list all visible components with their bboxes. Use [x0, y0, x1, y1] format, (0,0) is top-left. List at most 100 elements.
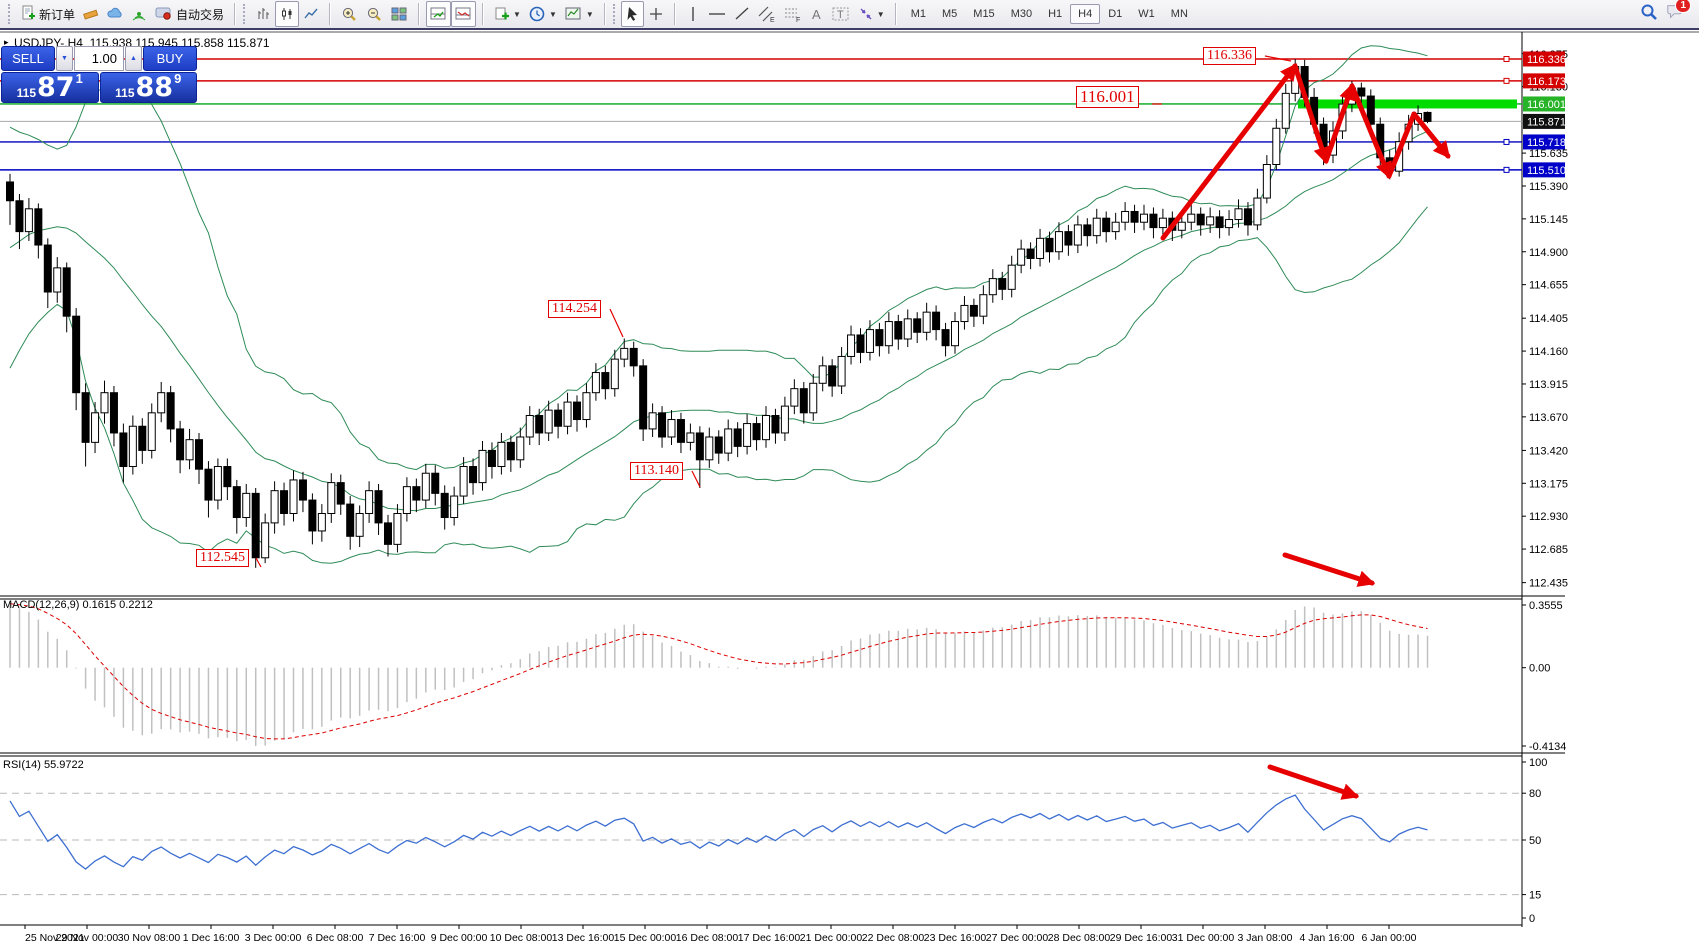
- data-window-button[interactable]: [426, 1, 452, 27]
- volume-down-button[interactable]: ▼: [56, 46, 73, 71]
- trend-arrow: [1160, 63, 1298, 241]
- main-price-panel: [0, 45, 1522, 568]
- svg-text:115.510: 115.510: [1527, 165, 1566, 177]
- svg-text:29 Dec 16:00: 29 Dec 16:00: [1110, 932, 1173, 944]
- timeframe-W1[interactable]: W1: [1138, 8, 1155, 20]
- text-tool[interactable]: A: [806, 1, 828, 27]
- sell-price-display[interactable]: 115 87 1: [1, 71, 99, 103]
- svg-text:7 Dec 16:00: 7 Dec 16:00: [369, 932, 426, 944]
- crayon-icon: [83, 5, 99, 24]
- timeframe-group: M1 M5 M15 M30 H1 H4 D1 W1 MN: [900, 0, 1199, 28]
- rsi-panel: 100 80 50 15 0: [0, 757, 1547, 925]
- publish-button[interactable]: [103, 1, 127, 27]
- svg-text:112.685: 112.685: [1529, 544, 1568, 556]
- volume-input[interactable]: 1.00: [74, 46, 124, 71]
- timeframe-MN[interactable]: MN: [1170, 8, 1188, 20]
- svg-text:113.175: 113.175: [1529, 478, 1568, 490]
- svg-text:50: 50: [1529, 835, 1541, 847]
- chart-canvas[interactable]: 116.375116.130115.635115.390115.145114.9…: [0, 30, 1699, 945]
- notification-badge: 1: [1675, 0, 1691, 13]
- timeframe-M15[interactable]: M15: [973, 8, 995, 20]
- svg-text:114.900: 114.900: [1529, 247, 1568, 259]
- fibonacci-tool[interactable]: F: [780, 1, 806, 27]
- annotation-label-116.001[interactable]: 116.001: [1076, 86, 1139, 108]
- period-button[interactable]: ▼: [525, 1, 561, 27]
- svg-text:113.670: 113.670: [1529, 412, 1568, 424]
- price-badge: [1523, 73, 1565, 89]
- green-zone-bar: [1298, 99, 1517, 109]
- add-indicator-button[interactable]: ▼: [490, 1, 525, 27]
- timeframe-M30[interactable]: M30: [1010, 8, 1033, 20]
- svg-text:112.930: 112.930: [1529, 511, 1568, 523]
- highlight-button[interactable]: [79, 1, 103, 27]
- timeframe-M5[interactable]: M5: [942, 8, 958, 20]
- svg-text:114.160: 114.160: [1529, 346, 1568, 358]
- new-order-label: 新订单: [39, 7, 76, 22]
- arrows-tool[interactable]: ▼: [854, 1, 889, 27]
- macd-panel: 0.3555 0.00 -0.4134: [9, 600, 1566, 753]
- svg-text:9 Dec 00:00: 9 Dec 00:00: [431, 932, 488, 944]
- chevron-down-icon: ▼: [585, 9, 594, 19]
- svg-text:80: 80: [1529, 788, 1541, 800]
- svg-text:30 Nov 08:00: 30 Nov 08:00: [118, 932, 181, 944]
- timeframe-H1[interactable]: H1: [1048, 8, 1063, 20]
- cloud-icon: [107, 5, 123, 24]
- svg-text:13 Dec 16:00: 13 Dec 16:00: [552, 932, 615, 944]
- horizontal-line-tool[interactable]: [704, 1, 730, 27]
- autotrading-label: 自动交易: [176, 7, 225, 22]
- zoom-out-button[interactable]: [362, 1, 387, 27]
- svg-text:E: E: [770, 17, 775, 23]
- notifications-icon[interactable]: 1: [1666, 0, 1691, 25]
- annotation-label-116.336[interactable]: 116.336: [1203, 47, 1256, 66]
- sell-button[interactable]: SELL: [1, 46, 55, 71]
- timeframe-D1[interactable]: D1: [1108, 8, 1123, 20]
- search-icon[interactable]: [1640, 3, 1658, 26]
- cursor-tool-button[interactable]: [620, 1, 644, 27]
- bar-chart-button[interactable]: [251, 1, 275, 27]
- line-chart-button[interactable]: [299, 1, 323, 27]
- new-order-button[interactable]: 新订单: [16, 1, 79, 27]
- svg-text:15 Dec 00:00: 15 Dec 00:00: [614, 932, 677, 944]
- crosshair-tool-button[interactable]: [644, 1, 668, 27]
- trend-arrow: [1282, 552, 1376, 587]
- tile-windows-button[interactable]: [387, 1, 412, 27]
- svg-text:22 Dec 08:00: 22 Dec 08:00: [862, 932, 925, 944]
- indicator-window-button[interactable]: [451, 1, 477, 27]
- svg-text:115.145: 115.145: [1529, 214, 1568, 226]
- chevron-down-icon: ▼: [548, 9, 557, 19]
- volume-up-button[interactable]: ▲: [125, 46, 142, 71]
- svg-text:1 Dec 16:00: 1 Dec 16:00: [183, 932, 240, 944]
- buy-button[interactable]: BUY: [143, 46, 197, 71]
- svg-text:T: T: [837, 9, 844, 21]
- rsi-header: RSI(14) 55.9722: [3, 759, 84, 771]
- trendline-tool[interactable]: [730, 1, 754, 27]
- svg-text:4 Jan 16:00: 4 Jan 16:00: [1300, 932, 1355, 944]
- channel-tool[interactable]: E: [754, 1, 780, 27]
- svg-text:3 Jan 08:00: 3 Jan 08:00: [1238, 932, 1293, 944]
- svg-text:17 Dec 16:00: 17 Dec 16:00: [738, 932, 801, 944]
- timeframe-H4[interactable]: H4: [1070, 4, 1101, 24]
- autotrading-icon: [155, 5, 173, 24]
- one-click-trading-panel: SELL ▼ 1.00 ▲ BUY 115 87 1 115 88 9: [1, 46, 197, 103]
- bollinger-band: [9, 130, 1428, 512]
- vertical-line-tool[interactable]: [682, 1, 704, 27]
- svg-text:114.655: 114.655: [1529, 280, 1568, 292]
- candlestick-chart-button[interactable]: [275, 1, 300, 27]
- template-button[interactable]: ▼: [561, 1, 598, 27]
- svg-text:115.635: 115.635: [1529, 148, 1568, 160]
- svg-text:113.915: 113.915: [1529, 379, 1568, 391]
- svg-text:28 Dec 08:00: 28 Dec 08:00: [1048, 932, 1111, 944]
- autotrading-button[interactable]: 自动交易: [151, 1, 228, 27]
- trend-arrow: [1267, 764, 1360, 800]
- text-label-tool[interactable]: T: [828, 1, 854, 27]
- signals-button[interactable]: [127, 1, 151, 27]
- zoom-in-button[interactable]: [337, 1, 362, 27]
- buy-price-display[interactable]: 115 88 9: [99, 71, 197, 103]
- svg-text:-0.4134: -0.4134: [1529, 741, 1566, 753]
- svg-text:31 Dec 00:00: 31 Dec 00:00: [1172, 932, 1235, 944]
- price-badge: [1523, 162, 1565, 178]
- annotation-label-114.254[interactable]: 114.254: [548, 300, 601, 319]
- annotation-label-113.140[interactable]: 113.140: [630, 462, 683, 481]
- annotation-label-112.545[interactable]: 112.545: [196, 549, 249, 568]
- timeframe-M1[interactable]: M1: [910, 8, 926, 20]
